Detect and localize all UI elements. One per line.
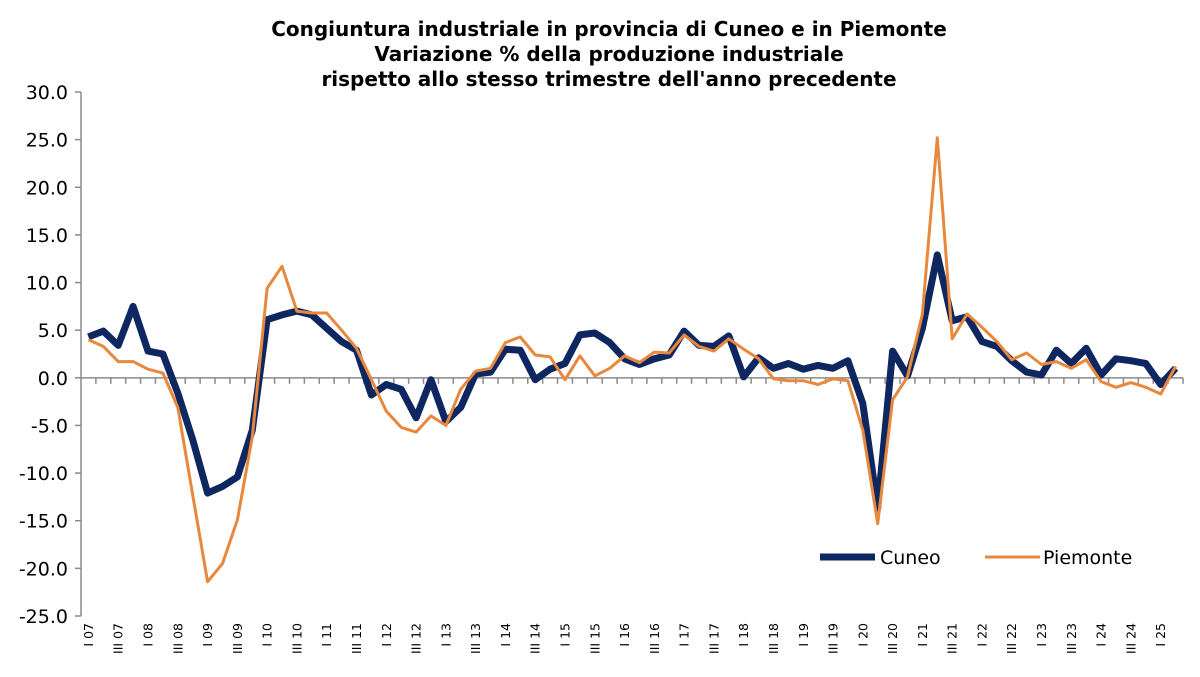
legend-label-piemonte: Piemonte: [1043, 547, 1132, 569]
x-tick-label: III 19: [826, 623, 841, 654]
series-line-piemonte: [87, 136, 1177, 584]
x-tick-label: III 15: [587, 623, 602, 654]
x-tick-label: I 25: [1153, 623, 1168, 647]
y-tick-label: 10.0: [26, 273, 68, 295]
title-line-3: rispetto allo stesso trimestre dell'anno…: [321, 67, 896, 91]
y-tick-label: 20.0: [26, 177, 68, 199]
y-tick-label: -15.0: [19, 511, 68, 533]
chart-title: Congiuntura industriale in provincia di …: [271, 17, 947, 91]
x-tick-label: III 20: [885, 623, 900, 654]
series-lines: [87, 136, 1179, 584]
x-tick-label: I 21: [915, 623, 930, 647]
y-tick-label: 5.0: [38, 320, 68, 342]
x-tick-label: III 18: [766, 623, 781, 654]
title-line-1: Congiuntura industriale in provincia di …: [271, 17, 947, 41]
x-tick-label: III 07: [111, 623, 126, 654]
legend: Cuneo Piemonte: [820, 547, 1132, 569]
x-tick-label: I 15: [557, 623, 572, 647]
x-tick-label: I 23: [1034, 623, 1049, 647]
x-tick-label: III 12: [409, 623, 424, 654]
x-tick-label: III 21: [945, 623, 960, 654]
x-tick-label: III 11: [349, 623, 364, 654]
x-tick-label: III 16: [647, 623, 662, 654]
x-axis: I 07 III 07 I 08 III 08 I 09 III 09 I 10 III 10…: [81, 377, 1184, 654]
series-line-cuneo: [87, 251, 1179, 512]
y-tick-label: 25.0: [26, 130, 68, 152]
title-line-2: Variazione % della produzione industrial…: [374, 42, 843, 66]
x-tick-label: III 23: [1064, 623, 1079, 654]
x-tick-label: III 08: [170, 623, 185, 654]
x-tick-label: I 19: [796, 623, 811, 647]
x-tick-label: I 14: [498, 623, 513, 647]
y-tick-label: 0.0: [38, 368, 68, 390]
x-tick-label: I 07: [81, 623, 96, 647]
x-tick-label: I 13: [438, 623, 453, 647]
y-axis: 30.0 25.0 20.0 15.0 10.0 5.0 0.0 -5.0 -10.0 -15.0…: [19, 82, 82, 628]
y-tick-label: -10.0: [19, 463, 68, 485]
x-tick-label: I 20: [855, 623, 870, 647]
y-tick-label: 15.0: [26, 225, 68, 247]
x-tick-label: I 22: [974, 623, 989, 647]
x-tick-label: III 10: [289, 623, 304, 654]
x-tick-label: III 24: [1123, 623, 1138, 654]
x-tick-label: I 12: [379, 623, 394, 647]
x-tick-label: III 13: [468, 623, 483, 654]
x-tick-label: I 09: [200, 623, 215, 647]
x-tick-label: III 17: [706, 623, 721, 654]
legend-label-cuneo: Cuneo: [880, 547, 941, 569]
x-tick-label: I 10: [260, 623, 275, 647]
y-tick-label: -25.0: [19, 606, 68, 628]
y-tick-label: -20.0: [19, 558, 68, 580]
x-tick-label: I 18: [736, 623, 751, 647]
y-tick-label: 30.0: [26, 82, 68, 104]
x-tick-label: I 08: [141, 623, 156, 647]
x-tick-label: III 22: [1004, 623, 1019, 654]
y-tick-label: -5.0: [31, 415, 68, 437]
x-tick-label: III 09: [230, 623, 245, 654]
x-tick-label: I 24: [1094, 623, 1109, 647]
x-tick-label: I 16: [617, 623, 632, 647]
x-tick-label: I 11: [319, 623, 334, 647]
x-tick-label: I 17: [677, 623, 692, 647]
x-tick-label: III 14: [528, 623, 543, 654]
